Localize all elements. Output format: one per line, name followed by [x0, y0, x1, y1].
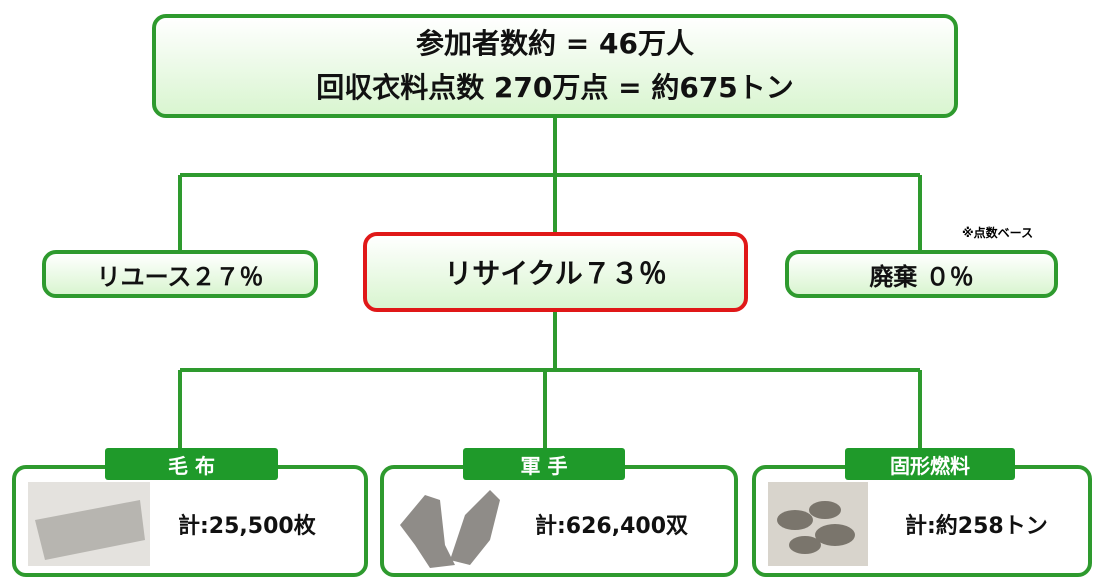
product-tag: 固形燃料: [845, 448, 1015, 480]
product-tag: 軍 手: [463, 448, 625, 480]
product-tag: 毛 布: [105, 448, 278, 480]
product-total: 計:626,400双: [535, 508, 688, 540]
product-total: 計:25,500枚: [178, 508, 316, 540]
product-images: [0, 0, 1101, 571]
page: 参加者数約 = 46万人 回収衣料点数 270万点 = 約675トン リユース２…: [0, 0, 1101, 571]
glove-shape: [400, 490, 500, 568]
product-total: 計:約258トン: [905, 508, 1048, 540]
